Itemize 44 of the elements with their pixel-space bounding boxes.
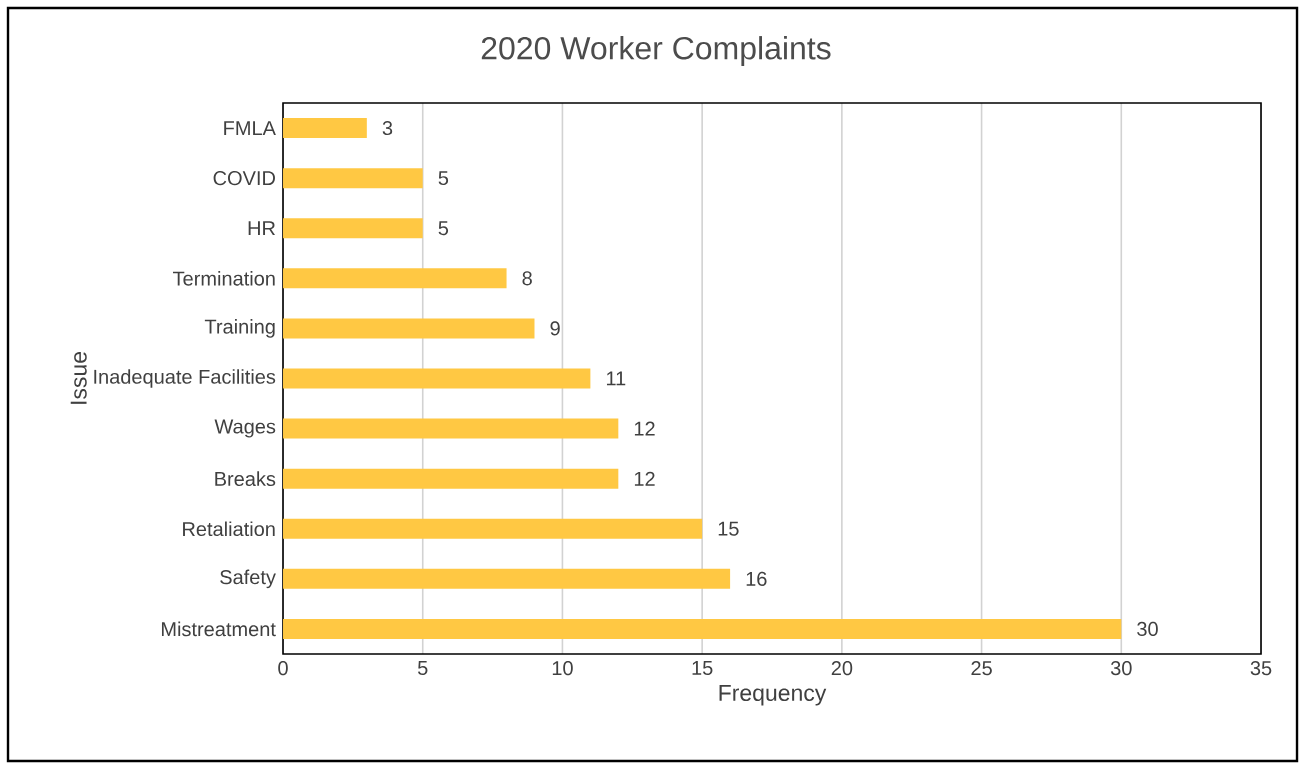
x-tick-label: 35 xyxy=(1250,661,1272,676)
bar xyxy=(283,568,731,589)
y-axis-title: Issue xyxy=(70,352,87,404)
data-label: 15 xyxy=(718,521,739,536)
bar xyxy=(283,418,619,439)
data-label: 11 xyxy=(606,371,626,386)
y-tick-label: Retaliation xyxy=(183,521,275,537)
data-label: 12 xyxy=(634,471,655,486)
x-tick-label: 15 xyxy=(692,661,713,676)
x-tick-label: 0 xyxy=(278,661,288,676)
data-label: 5 xyxy=(438,171,449,186)
data-label: 9 xyxy=(550,321,560,336)
y-tick-label: COVID xyxy=(213,171,275,186)
bar xyxy=(283,168,423,189)
data-label: 12 xyxy=(634,421,655,436)
y-tick-label: Mistreatment xyxy=(161,621,276,637)
x-axis-title: Frequency xyxy=(719,684,827,706)
x-tick-label: 10 xyxy=(552,661,573,676)
y-tick-label: Breaks xyxy=(215,471,276,487)
bar xyxy=(283,268,507,289)
bar xyxy=(283,218,423,239)
data-label: 3 xyxy=(382,120,393,136)
y-tick-label: Training xyxy=(204,319,275,338)
bar xyxy=(283,468,619,489)
x-tick-label: 20 xyxy=(831,661,853,676)
x-tick-label: 5 xyxy=(417,661,428,676)
y-tick-label: Wages xyxy=(214,419,276,438)
data-label: 8 xyxy=(522,271,532,286)
y-tick-label: FMLA xyxy=(224,121,276,135)
bar xyxy=(283,518,703,539)
y-tick-label: Safety xyxy=(220,569,276,589)
bar xyxy=(283,618,1122,639)
chart-title: 2020 Worker Complaints xyxy=(481,36,831,66)
data-label: 5 xyxy=(438,221,449,236)
data-label: 16 xyxy=(746,571,767,586)
x-tick-label: 30 xyxy=(1110,661,1132,676)
x-tick-label: 25 xyxy=(971,661,992,676)
data-label: 30 xyxy=(1137,621,1158,637)
y-tick-label: Termination xyxy=(173,270,275,286)
bar xyxy=(283,318,535,339)
bar xyxy=(283,368,591,389)
y-tick-label: HR xyxy=(248,221,276,236)
y-tick-label: Inadequate Facilities xyxy=(94,369,276,388)
bar xyxy=(283,118,367,139)
